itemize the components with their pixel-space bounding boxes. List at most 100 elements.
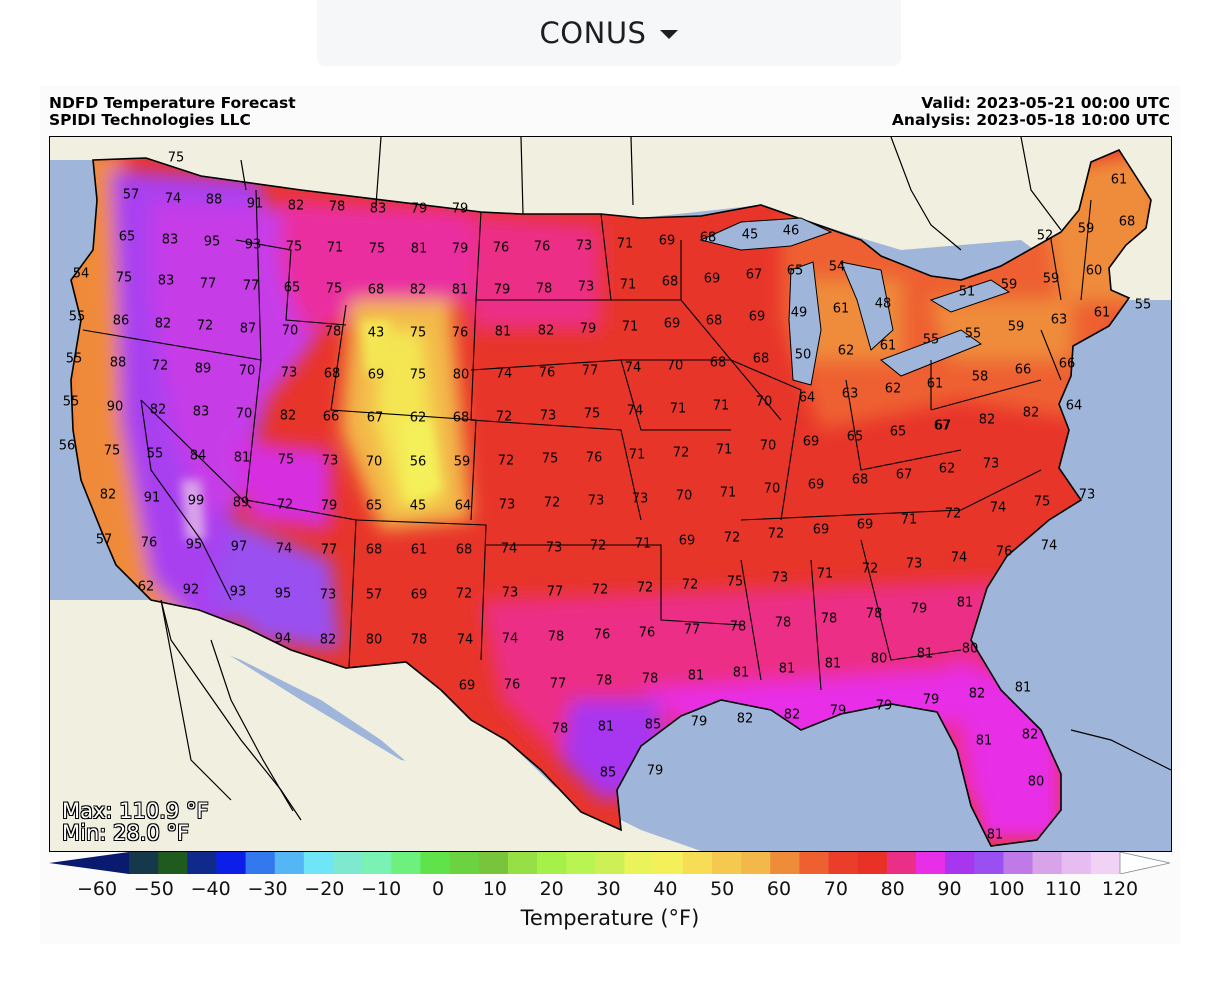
temperature-label: 81 (825, 657, 842, 672)
temperature-label: 78 (642, 672, 659, 687)
temperature-label: 74 (502, 632, 519, 647)
temperature-label: 76 (639, 626, 656, 641)
colorbar-cell (770, 852, 800, 874)
region-dropdown[interactable]: CONUS (317, 0, 901, 66)
colorbar-cell (362, 852, 392, 874)
temperature-label: 73 (320, 588, 337, 603)
temperature-label: 99 (188, 494, 205, 509)
temperature-label: 60 (1086, 264, 1103, 279)
temperature-label: 89 (233, 496, 250, 511)
temperature-map: 75 57 74 88 91 82 78 83 79 79 65 83 95 93 75 71 75 81 79 76… (49, 136, 1172, 852)
temperature-label: 72 (768, 527, 785, 542)
temperature-label: 71 (617, 237, 634, 252)
temperature-label: 81 (452, 283, 469, 298)
colorbar-cell (624, 852, 655, 874)
figure-title: NDFD Temperature Forecast (49, 94, 296, 112)
temperature-label: 91 (144, 491, 161, 506)
colorbar-tick-label: −40 (190, 878, 231, 900)
temperature-label: 82 (737, 712, 754, 727)
temperature-label: 75 (410, 326, 427, 341)
temperature-label: 91 (247, 197, 264, 212)
temperature-label: 69 (664, 317, 681, 332)
temperature-label: 80 (453, 368, 470, 383)
colorbar-cell (653, 852, 684, 874)
temperature-label: 68 (324, 367, 341, 382)
temperature-label: 79 (923, 693, 940, 708)
colorbar-cell (158, 852, 188, 874)
temperature-label: 73 (322, 454, 339, 469)
temperature-label: 76 (586, 451, 603, 466)
temperature-label: 82 (1023, 406, 1040, 421)
temperature-label: 50 (795, 348, 812, 363)
temperature-label: 84 (190, 449, 207, 464)
temperature-label: 74 (990, 501, 1007, 516)
colorbar-cell (449, 852, 480, 874)
temperature-label: 69 (813, 523, 830, 538)
temperature-label: 74 (276, 542, 293, 557)
colorbar-cell (129, 852, 159, 874)
temperature-label: 68 (453, 411, 470, 426)
colorbar-cell (1032, 852, 1063, 874)
temperature-label: 93 (245, 238, 262, 253)
temperature-label: 72 (682, 578, 699, 593)
valid-time: Valid: 2023-05-21 00:00 UTC (921, 94, 1170, 112)
temperature-label: 76 (504, 678, 521, 693)
temperature-label: 79 (691, 715, 708, 730)
temperature-label: 61 (833, 302, 850, 317)
temperature-label: 73 (281, 366, 298, 381)
temperature-label: 73 (499, 498, 516, 513)
temperature-label: 80 (366, 633, 383, 648)
temperature-label: 73 (546, 541, 563, 556)
temperature-label: 77 (243, 279, 260, 294)
temperature-label: 85 (600, 766, 617, 781)
colorbar-tick-label: 0 (431, 878, 445, 900)
temperature-label: 81 (411, 242, 428, 257)
temperature-label: 76 (141, 536, 158, 551)
temperature-label: 73 (576, 239, 593, 254)
colorbar-tick-label: −10 (361, 878, 402, 900)
temperature-label: 56 (59, 439, 76, 454)
temperature-label: 55 (965, 327, 982, 342)
temperature-label: 69 (659, 234, 676, 249)
temperature-label: 68 (706, 314, 723, 329)
colorbar-cell (945, 852, 975, 874)
forecast-figure: NDFD Temperature Forecast SPIDI Technolo… (40, 86, 1180, 944)
temperature-label: 97 (231, 540, 248, 555)
temperature-label: 65 (787, 264, 804, 279)
temperature-label: 93 (230, 585, 247, 600)
colorbar-cell (595, 852, 626, 874)
temperature-label: 75 (278, 453, 295, 468)
temperature-label: 73 (772, 571, 789, 586)
temperature-label: 95 (186, 538, 203, 553)
colorbar-cell (245, 852, 276, 874)
temperature-label: 55 (923, 333, 940, 348)
temperature-label: 74 (457, 633, 474, 648)
temperature-label: 75 (369, 242, 386, 257)
temperature-label: 78 (866, 607, 883, 622)
temperature-label: 61 (1111, 173, 1128, 188)
temperature-label: 82 (155, 317, 172, 332)
temperature-label: 78 (596, 674, 613, 689)
temperature-label: 71 (327, 241, 344, 256)
max-temperature: Max: 110.9 °F (62, 799, 209, 823)
temperature-label: 71 (620, 278, 637, 293)
temperature-label: 78 (536, 282, 553, 297)
colorbar-cell (216, 852, 247, 874)
temperature-label: 78 (821, 612, 838, 627)
colorbar-cell (741, 852, 771, 874)
temperature-label: 49 (791, 306, 808, 321)
temperature-label: 79 (876, 699, 893, 714)
temperature-label: 65 (890, 425, 907, 440)
temperature-label: 81 (495, 325, 512, 340)
colorbar-cell (886, 852, 917, 874)
temperature-label: 64 (455, 499, 472, 514)
temperature-label: 89 (195, 362, 212, 377)
temperature-label: 73 (1079, 488, 1096, 503)
temperature-label: 54 (73, 267, 90, 282)
temperature-label: 74 (496, 367, 513, 382)
temperature-label: 83 (370, 202, 387, 217)
temperature-label: 81 (976, 734, 993, 749)
temperature-label: 69 (803, 435, 820, 450)
temperature-label: 72 (724, 531, 741, 546)
colorbar-ticks: −60 −50 −40 −30 −20 −10 0 10 20 30 40 50 60 70 80 90 100… (40, 878, 1180, 902)
